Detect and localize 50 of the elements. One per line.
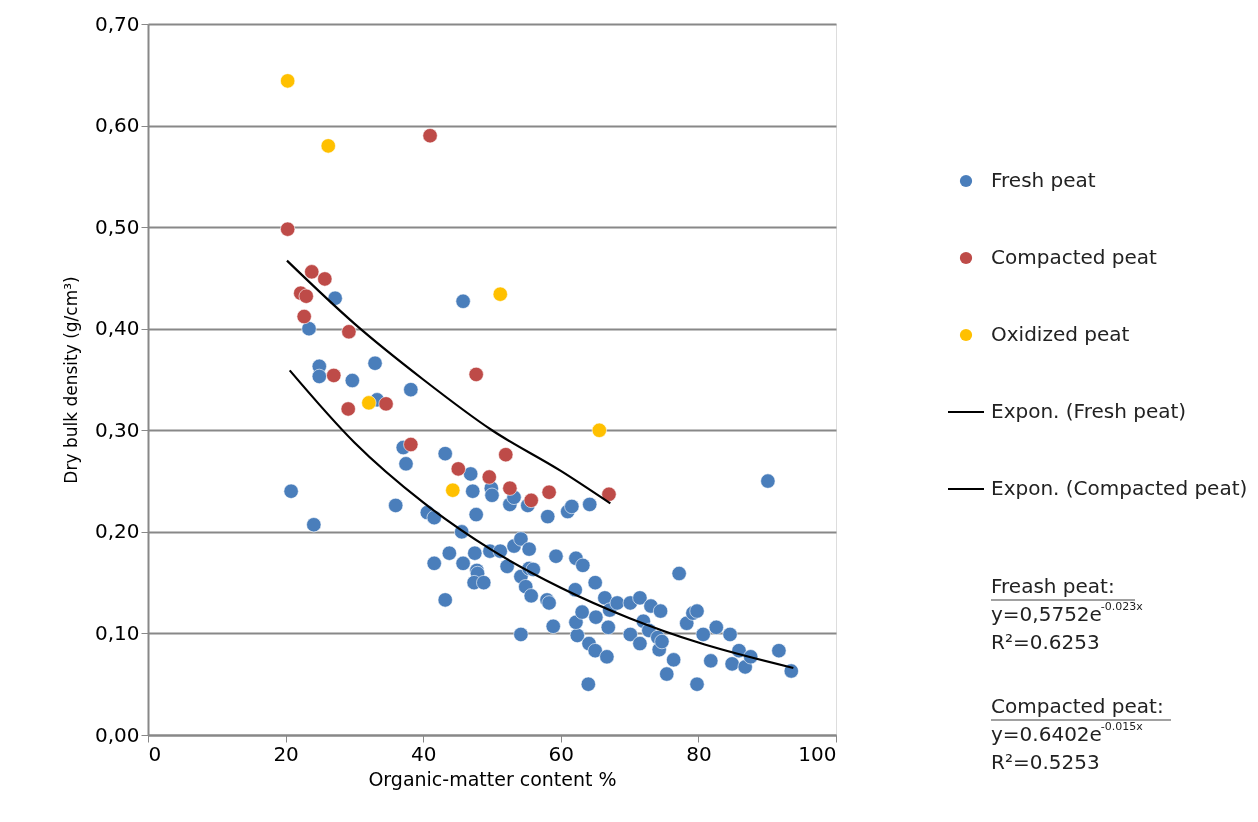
point bbox=[541, 484, 557, 500]
legend-label: Expon. (Compacted peat) bbox=[991, 476, 1248, 500]
point bbox=[450, 461, 466, 477]
x-tick-label: 60 bbox=[548, 741, 575, 766]
text: R²=0.6253 bbox=[991, 630, 1100, 654]
point bbox=[523, 492, 539, 508]
y-tick-label: 0,70 bbox=[94, 11, 140, 36]
point bbox=[403, 436, 419, 453]
point bbox=[481, 469, 497, 485]
point bbox=[378, 396, 394, 412]
point bbox=[280, 73, 296, 89]
text: R²=0.5253 bbox=[991, 750, 1100, 774]
y-tick-label: 0,00 bbox=[94, 722, 140, 747]
point bbox=[341, 324, 357, 340]
x-axis-title: Organic-matter content % bbox=[368, 767, 617, 790]
y-axis-title: Dry bulk density (g/cm³) bbox=[60, 276, 81, 484]
y-tick-label: 0,60 bbox=[94, 113, 140, 138]
point bbox=[340, 401, 356, 417]
point bbox=[317, 271, 333, 287]
y-tick-label: 0,40 bbox=[94, 316, 140, 341]
legend-label: Expon. (Fresh peat) bbox=[991, 399, 1187, 423]
point bbox=[492, 286, 508, 302]
point bbox=[422, 128, 438, 144]
point bbox=[591, 422, 607, 438]
point bbox=[298, 288, 314, 304]
point bbox=[326, 367, 342, 383]
point bbox=[468, 366, 484, 382]
x-tick-label: 20 bbox=[273, 741, 299, 766]
legend-label: Oxidized peat bbox=[991, 322, 1130, 346]
y-tick-label: 0,10 bbox=[94, 620, 140, 645]
point bbox=[320, 138, 336, 154]
y-tick-label: 0,30 bbox=[94, 417, 140, 442]
point bbox=[296, 308, 312, 325]
x-tick-label: 40 bbox=[410, 741, 437, 766]
point bbox=[498, 447, 514, 463]
y-tick-label: 0,20 bbox=[94, 519, 140, 544]
x-tick-label: 0 bbox=[148, 741, 162, 766]
x-tick-label: 100 bbox=[798, 741, 837, 766]
point bbox=[601, 486, 617, 502]
text: Compacted peat: bbox=[991, 694, 1164, 718]
x-tick-label: 80 bbox=[686, 741, 712, 766]
point bbox=[280, 221, 296, 237]
y-tick-label: 0,50 bbox=[94, 214, 140, 239]
legend-label: Fresh peat bbox=[991, 168, 1096, 192]
point bbox=[445, 482, 461, 498]
point bbox=[502, 480, 518, 496]
point bbox=[304, 264, 320, 280]
legend-label: Compacted peat bbox=[991, 245, 1158, 269]
point bbox=[361, 395, 377, 411]
text: Freash peat: bbox=[991, 574, 1115, 598]
